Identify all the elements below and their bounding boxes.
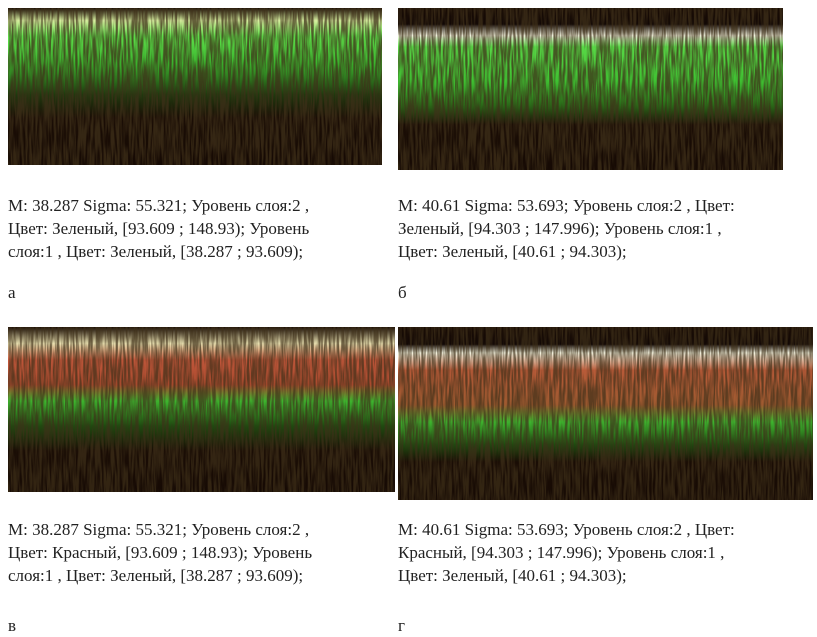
oct-image <box>8 327 395 492</box>
panel-label: а <box>8 283 16 302</box>
caption: M: 38.287 Sigma: 55.321; Уровень слоя:2 … <box>8 194 309 263</box>
caption-line: слоя:1 , Цвет: Зеленый, [38.287 ; 93.609… <box>8 242 304 261</box>
caption-line: M: 40.61 Sigma: 53.693; Уровень слоя:2 ,… <box>398 520 735 539</box>
caption: M: 40.61 Sigma: 53.693; Уровень слоя:2 ,… <box>398 194 735 263</box>
caption-line: M: 38.287 Sigma: 55.321; Уровень слоя:2 … <box>8 520 310 539</box>
caption-line: Зеленый, [94.303 ; 147.996); Уровень сло… <box>398 219 722 238</box>
oct-image <box>8 8 382 165</box>
caption-line: M: 40.61 Sigma: 53.693; Уровень слоя:2 ,… <box>398 196 735 215</box>
caption-line: Цвет: Зеленый, [40.61 ; 94.303); <box>398 566 627 585</box>
caption-line: Цвет: Зеленый, [93.609 ; 148.93); Уровен… <box>8 219 310 238</box>
panel-label: в <box>8 616 17 635</box>
caption-line: Цвет: Красный, [93.609 ; 148.93); Уровен… <box>8 543 313 562</box>
oct-image <box>398 327 813 500</box>
panel-label: г <box>398 616 405 635</box>
caption-line: Красный, [94.303 ; 147.996); Уровень сло… <box>398 543 725 562</box>
panel-label: б <box>398 283 407 302</box>
caption-line: M: 38.287 Sigma: 55.321; Уровень слоя:2 … <box>8 196 310 215</box>
caption: M: 40.61 Sigma: 53.693; Уровень слоя:2 ,… <box>398 518 735 587</box>
oct-image <box>398 8 783 170</box>
caption-line: Цвет: Зеленый, [40.61 ; 94.303); <box>398 242 627 261</box>
caption: M: 38.287 Sigma: 55.321; Уровень слоя:2 … <box>8 518 312 587</box>
caption-line: слоя:1 , Цвет: Зеленый, [38.287 ; 93.609… <box>8 566 304 585</box>
